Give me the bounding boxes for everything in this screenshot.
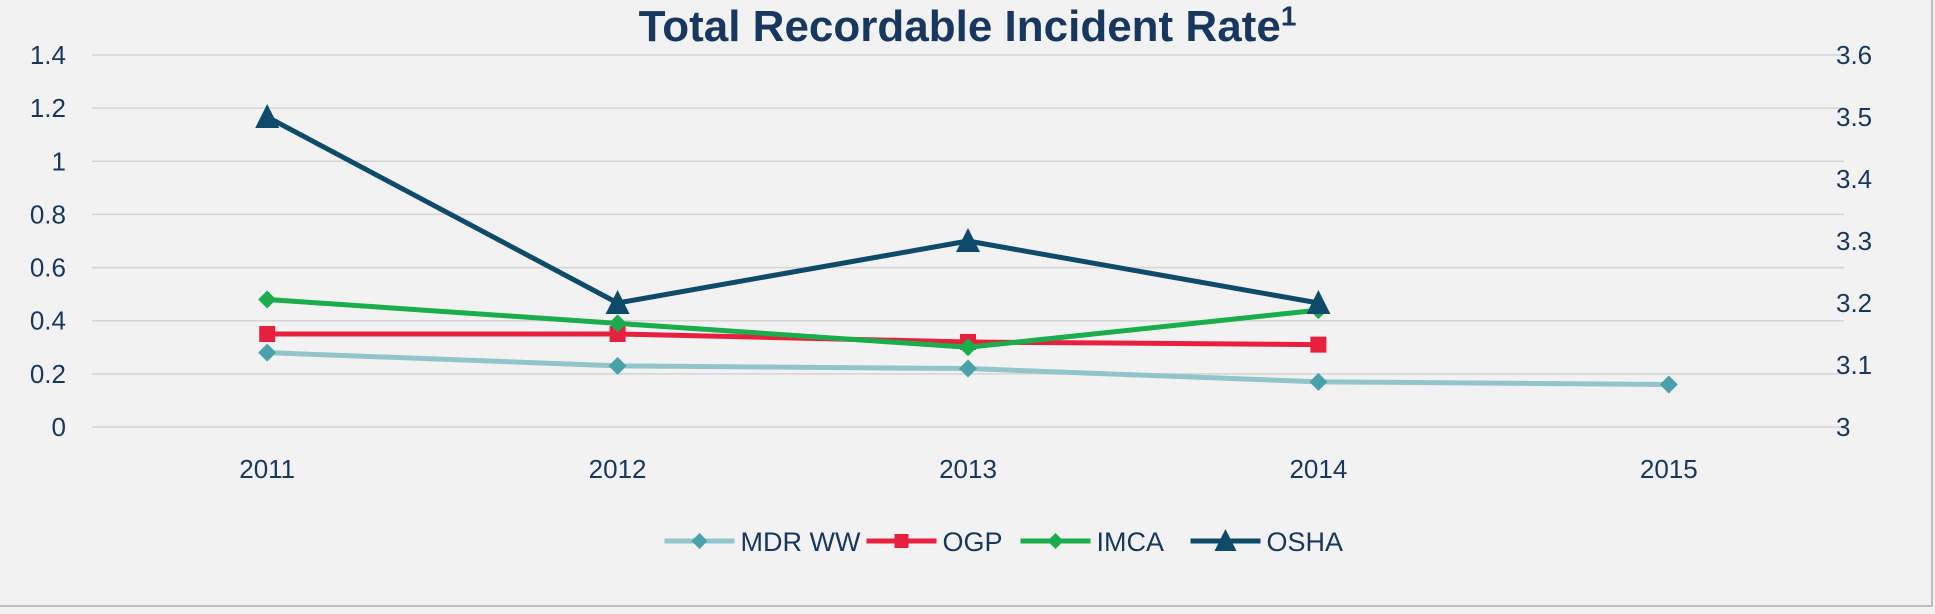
y-right-tick-label: 3.2 bbox=[1836, 288, 1872, 318]
y-left-tick-label: 0 bbox=[52, 412, 66, 442]
series-line-ogp bbox=[267, 331, 1319, 348]
y-right-tick-label: 3.3 bbox=[1836, 226, 1872, 256]
y-right-tick-label: 3 bbox=[1836, 412, 1850, 442]
chart-title-footnote: 1 bbox=[1280, 0, 1297, 32]
y-right-tick-label: 3.5 bbox=[1836, 102, 1872, 132]
data-point-mdr-ww bbox=[608, 356, 627, 375]
data-point-osha bbox=[605, 290, 630, 314]
y-left-tick-label: 1.2 bbox=[30, 93, 66, 123]
legend-marker-mdr-ww bbox=[691, 533, 708, 549]
data-point-imca bbox=[959, 338, 977, 357]
data-point-mdr-ww bbox=[1309, 372, 1328, 391]
data-point-ogp bbox=[609, 326, 626, 342]
series-line-osha bbox=[266, 114, 1319, 306]
legend-marker-ogp bbox=[894, 534, 909, 548]
x-tick-label: 2015 bbox=[1640, 454, 1698, 484]
series-line-imca bbox=[267, 296, 1319, 350]
data-point-osha bbox=[255, 104, 280, 128]
data-point-mdr-ww bbox=[959, 359, 977, 378]
legend-marker-imca bbox=[1047, 533, 1064, 549]
y-left-tick-label: 0.8 bbox=[30, 199, 66, 229]
x-tick-label: 2011 bbox=[239, 454, 295, 484]
legend-label-mdr-ww: MDR WW bbox=[741, 527, 861, 557]
y-right-tick-label: 3.1 bbox=[1836, 350, 1872, 380]
data-point-mdr-ww bbox=[258, 343, 277, 362]
legend-label-osha: OSHA bbox=[1267, 527, 1344, 557]
legend-label-ogp: OGP bbox=[943, 527, 1003, 557]
chart-title: Total Recordable Incident Rate1 bbox=[0, 2, 1935, 52]
chart-title-text: Total Recordable Incident Rate bbox=[638, 2, 1281, 51]
data-point-imca bbox=[258, 290, 277, 309]
data-point-osha bbox=[956, 228, 980, 252]
y-left-tick-label: 1 bbox=[52, 146, 66, 176]
y-right-tick-label: 3.6 bbox=[1836, 40, 1872, 70]
data-point-ogp bbox=[1310, 336, 1327, 353]
x-tick-label: 2013 bbox=[939, 454, 997, 484]
y-left-tick-label: 1.4 bbox=[30, 40, 66, 70]
y-left-tick-label: 0.2 bbox=[30, 359, 66, 389]
data-point-mdr-ww bbox=[1659, 375, 1678, 394]
data-point-imca bbox=[608, 314, 627, 333]
y-left-tick-label: 0.4 bbox=[30, 306, 66, 336]
legend-marker-osha bbox=[1214, 529, 1237, 551]
x-tick-label: 2014 bbox=[1289, 454, 1347, 484]
data-point-ogp bbox=[259, 326, 276, 342]
y-left-tick-label: 0.6 bbox=[30, 253, 66, 283]
legend-label-imca: IMCA bbox=[1097, 527, 1165, 557]
data-point-osha bbox=[1306, 290, 1331, 314]
x-tick-label: 2012 bbox=[589, 454, 647, 484]
y-right-tick-label: 3.4 bbox=[1836, 164, 1872, 194]
